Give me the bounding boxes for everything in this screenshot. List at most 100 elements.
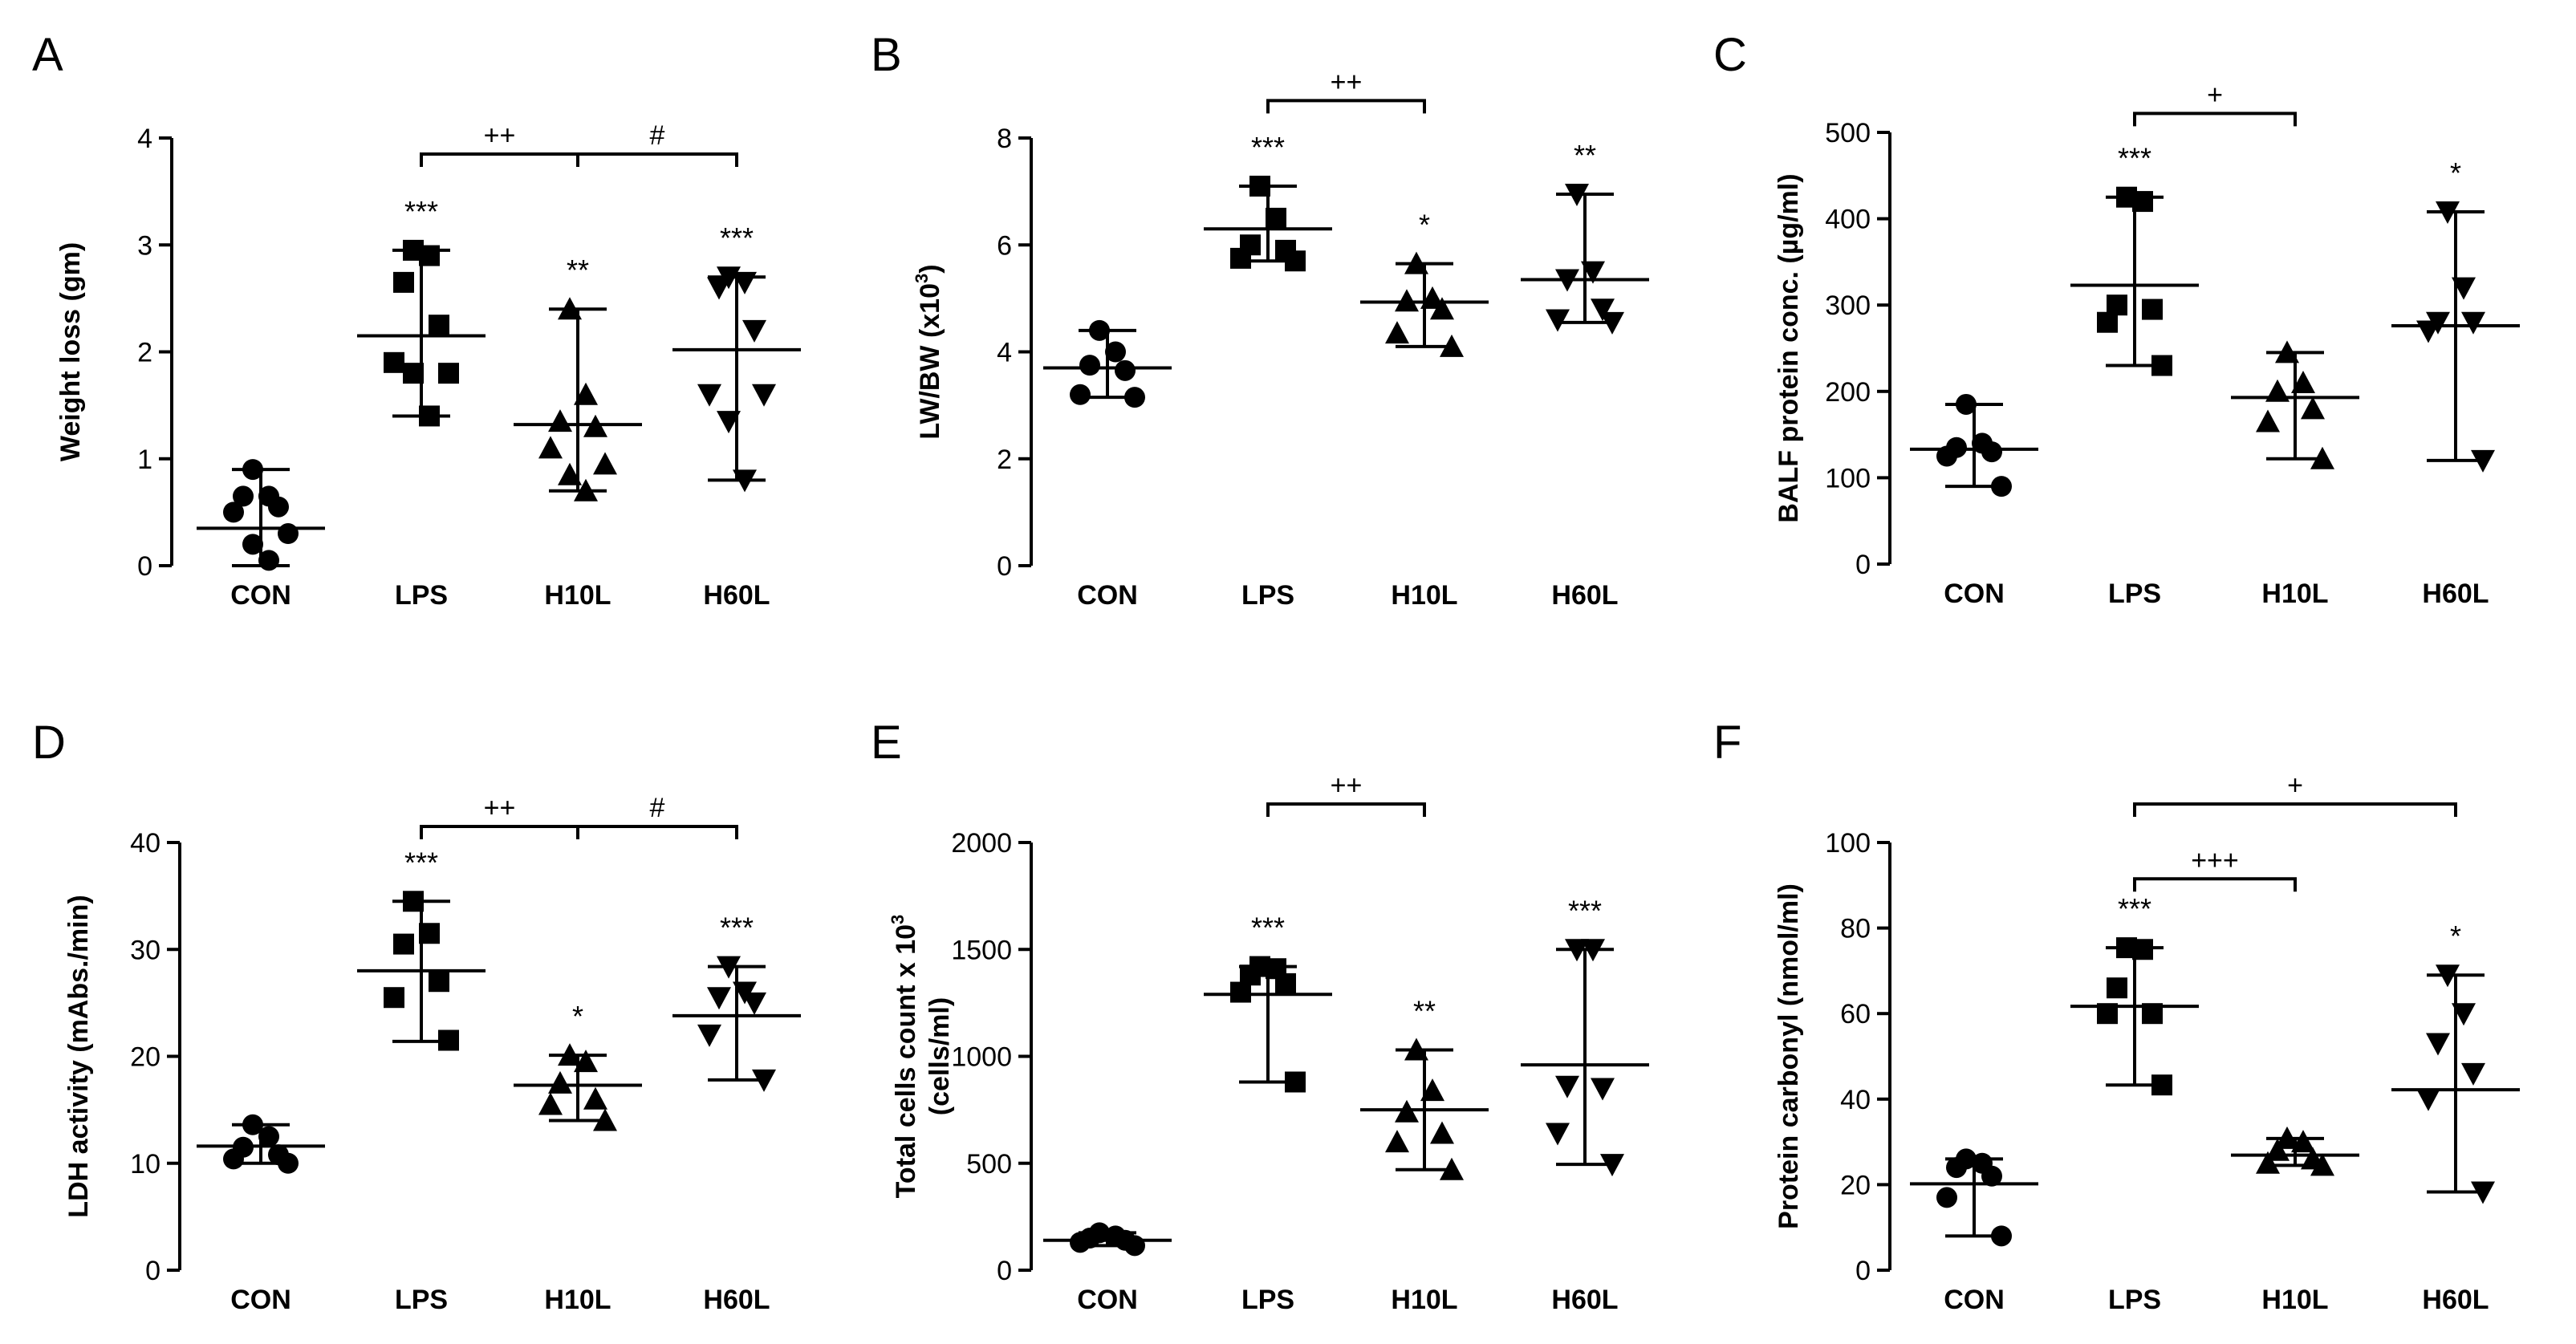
group-con bbox=[1043, 319, 1172, 408]
y-axis-title-text: LW/BW (x10 bbox=[915, 283, 945, 440]
group-lps: *** bbox=[2070, 892, 2199, 1096]
group-con bbox=[1910, 1148, 2038, 1247]
y-tick-label: 100 bbox=[1825, 463, 1871, 493]
data-point bbox=[242, 459, 263, 481]
data-point bbox=[2461, 1062, 2485, 1086]
significance-label: *** bbox=[720, 221, 754, 254]
data-point bbox=[1070, 1232, 1091, 1253]
comparison-bracket: ++ bbox=[420, 120, 579, 167]
data-point bbox=[717, 411, 741, 434]
bracket-label: ++ bbox=[484, 120, 516, 151]
data-point bbox=[707, 987, 731, 1010]
data-point bbox=[1981, 1165, 2002, 1187]
y-axis-title-text: LDH activity (mAbs./min) bbox=[63, 895, 94, 1217]
data-point bbox=[1089, 319, 1110, 341]
significance-label: * bbox=[572, 1000, 583, 1033]
data-point bbox=[1440, 334, 1464, 357]
data-point bbox=[2256, 1151, 2280, 1174]
data-point bbox=[242, 534, 263, 555]
data-point bbox=[419, 923, 440, 944]
group-con bbox=[197, 459, 325, 571]
data-point bbox=[558, 462, 582, 485]
data-point bbox=[1266, 207, 1286, 229]
data-point bbox=[438, 1029, 459, 1051]
y-axis-title-text: Total cells count x 10 bbox=[891, 924, 921, 1198]
data-point bbox=[1591, 298, 1615, 322]
data-point bbox=[752, 1069, 776, 1092]
bracket-label: ++ bbox=[484, 793, 516, 823]
panel-f: F 0 20 40 60 80 100 Protein carbonyl (nmol/ml) C… bbox=[1713, 717, 2520, 1315]
y-tick-label: 30 bbox=[130, 935, 160, 965]
y-tick-label: 400 bbox=[1825, 205, 1871, 235]
y-tick-label: 40 bbox=[130, 828, 160, 859]
data-point bbox=[2471, 1181, 2495, 1204]
x-category-label: H10L bbox=[2261, 1285, 2328, 1315]
data-point bbox=[403, 891, 424, 912]
data-point bbox=[1070, 384, 1091, 405]
y-tick-label: 300 bbox=[1825, 290, 1871, 321]
comparison-bracket: +++ bbox=[2133, 845, 2297, 892]
bracket-line bbox=[1266, 802, 1426, 818]
data-point bbox=[1285, 1071, 1306, 1093]
significance-label: * bbox=[2450, 156, 2461, 189]
data-point bbox=[1385, 321, 1409, 344]
data-point bbox=[742, 319, 766, 343]
data-point bbox=[1600, 1154, 1624, 1177]
data-point bbox=[2461, 311, 2485, 335]
bracket-label: # bbox=[650, 120, 665, 151]
bracket-line bbox=[576, 825, 738, 840]
y-axis-title: Total cells count x 103 bbox=[888, 915, 921, 1199]
significance-label: *** bbox=[1251, 912, 1285, 944]
y-axis-title-text: Weight loss (gm) bbox=[55, 242, 86, 461]
panel-c: C 0 100 200 300 400 500 BALF protein conc. (µg/… bbox=[1713, 29, 2520, 609]
bracket-label: + bbox=[2207, 79, 2223, 110]
significance-label: * bbox=[1419, 209, 1430, 242]
data-point bbox=[548, 1070, 572, 1094]
data-point bbox=[717, 956, 741, 979]
y-tick-label: 0 bbox=[137, 551, 152, 582]
x-category-label: LPS bbox=[395, 580, 448, 611]
comparison-bracket: ++ bbox=[420, 793, 579, 840]
comparison-bracket: ++ bbox=[1266, 67, 1426, 114]
data-point bbox=[384, 351, 404, 373]
x-category-label: H10L bbox=[544, 580, 611, 611]
significance-label: *** bbox=[1568, 894, 1602, 927]
x-category-label: H60L bbox=[2422, 1285, 2489, 1315]
data-point bbox=[2426, 1033, 2450, 1056]
data-point bbox=[574, 1050, 598, 1073]
data-point bbox=[2151, 355, 2172, 376]
group-con bbox=[197, 1114, 325, 1174]
data-point bbox=[1115, 359, 1136, 381]
y-axis-title: LDH activity (mAbs./min) bbox=[63, 895, 94, 1217]
data-point bbox=[1565, 939, 1589, 962]
x-category-label: LPS bbox=[2108, 579, 2161, 609]
data-point bbox=[1565, 183, 1589, 206]
data-point bbox=[2436, 964, 2460, 988]
panel-letter: D bbox=[32, 717, 66, 769]
y-axis-title-sup: 3 bbox=[888, 915, 908, 924]
comparison-bracket: + bbox=[2133, 770, 2457, 818]
x-category-label: H60L bbox=[703, 580, 770, 611]
x-category-label: CON bbox=[1077, 580, 1138, 611]
data-point bbox=[697, 384, 721, 407]
group-h60l: * bbox=[2391, 920, 2520, 1204]
data-point bbox=[548, 409, 572, 432]
data-point bbox=[2301, 396, 2325, 420]
data-point bbox=[1591, 1078, 1615, 1101]
y-tick-label: 2 bbox=[137, 338, 152, 368]
data-point bbox=[574, 478, 598, 501]
bracket-label: ++ bbox=[1331, 67, 1363, 97]
significance-label: * bbox=[2450, 920, 2461, 952]
y-axis-title: LW/BW (x103) bbox=[912, 264, 945, 439]
data-point bbox=[1981, 441, 2002, 463]
data-point bbox=[1395, 1099, 1419, 1123]
y-tick-label: 20 bbox=[130, 1042, 160, 1073]
data-point bbox=[2291, 371, 2315, 394]
group-lps: *** bbox=[357, 195, 486, 427]
x-category-label: LPS bbox=[1241, 1285, 1294, 1315]
bracket-line bbox=[2133, 877, 2297, 892]
data-point bbox=[538, 436, 563, 459]
data-point bbox=[223, 501, 244, 523]
data-point bbox=[1385, 1130, 1409, 1153]
